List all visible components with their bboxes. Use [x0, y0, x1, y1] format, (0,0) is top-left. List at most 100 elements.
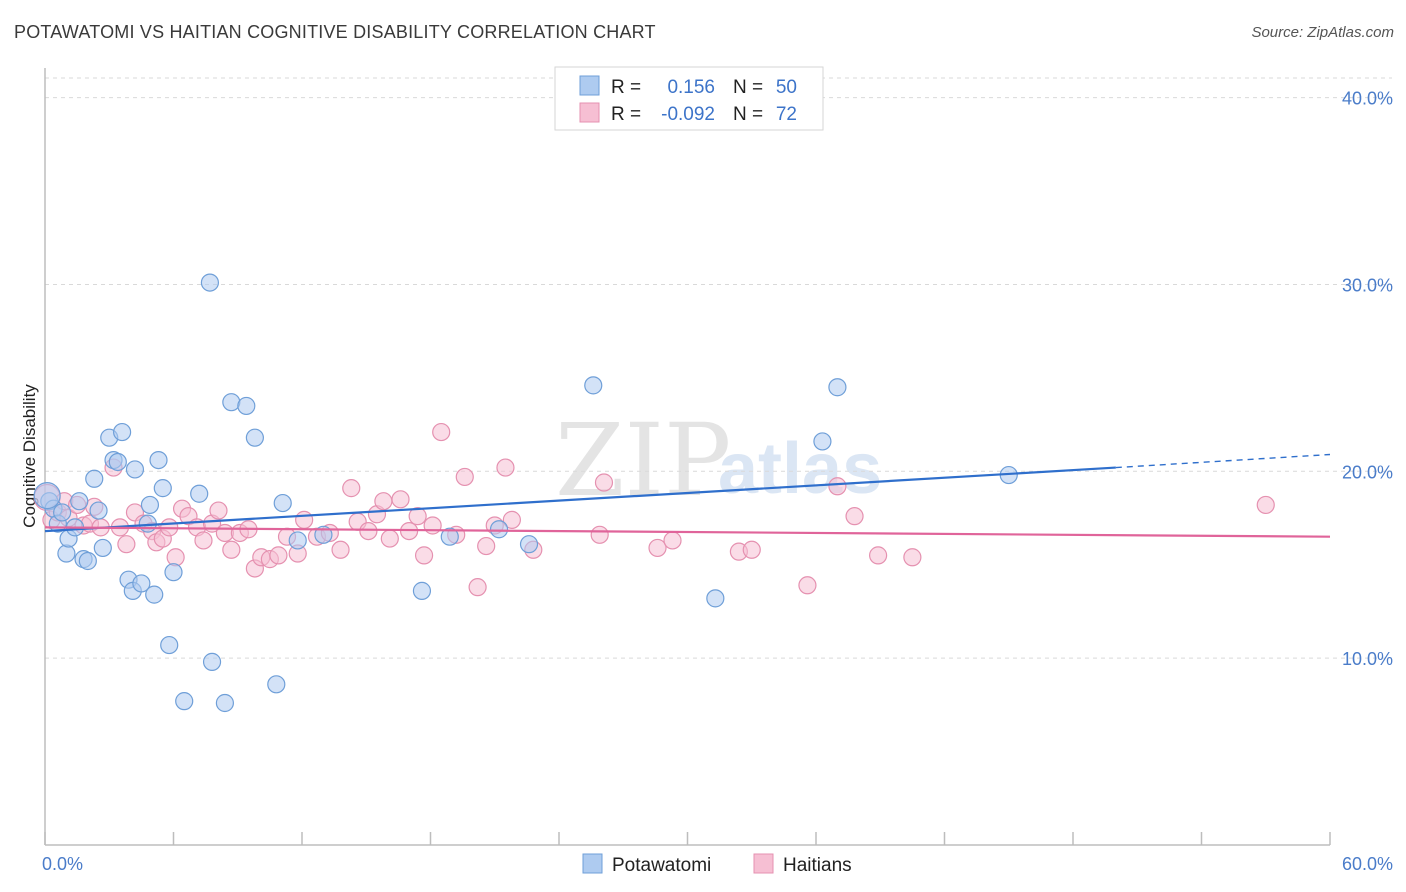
potawatomi-point	[584, 376, 603, 395]
potawatomi-points	[33, 273, 1018, 713]
haitians-point	[477, 536, 496, 556]
potawatomi-point	[202, 652, 222, 671]
potawatomi-point	[828, 378, 847, 397]
potawatomi-point	[125, 460, 145, 479]
potawatomi-point	[288, 531, 307, 550]
haitians-point	[798, 576, 817, 595]
legend-n-value-1: 50	[776, 77, 797, 98]
potawatomi-point	[89, 501, 108, 520]
potawatomi-point	[237, 396, 256, 416]
potawatomi-point	[132, 574, 151, 593]
bottom-legend-haitians: Haitians	[783, 855, 852, 876]
potawatomi-point	[164, 563, 183, 582]
potawatomi-point	[93, 538, 112, 558]
potawatomi-point	[190, 484, 209, 503]
legend-n-label-1: N =	[733, 77, 763, 98]
haitians-point	[594, 473, 614, 492]
potawatomi-point	[160, 635, 179, 655]
potawatomi-point	[440, 527, 459, 546]
haitians-point	[869, 546, 888, 565]
potawatomi-point	[215, 693, 234, 713]
haitians-point	[496, 458, 515, 477]
legend-swatch-haitians	[579, 102, 600, 123]
potawatomi-point	[33, 481, 61, 510]
potawatomi-point	[273, 493, 292, 513]
potawatomi-point	[489, 520, 509, 539]
watermark-zip: ZIP	[555, 402, 731, 519]
haitians-point	[295, 510, 314, 529]
y-tick-label-10: 10.0%	[1342, 649, 1393, 669]
potawatomi-point	[145, 585, 164, 604]
x-axis-ticks	[44, 832, 1331, 845]
y-tick-label-20: 20.0%	[1342, 462, 1393, 482]
x-tick-label-max: 60.0%	[1342, 854, 1393, 874]
potawatomi-point	[149, 450, 168, 470]
potawatomi-point	[519, 535, 539, 554]
haitians-point	[269, 546, 288, 565]
potawatomi-point	[175, 692, 194, 711]
haitians-point	[742, 540, 761, 559]
haitians-point	[423, 516, 442, 535]
bottom-swatch-potawatomi	[582, 853, 603, 874]
haitians-point	[502, 510, 521, 529]
legend-r-label-1: R =	[611, 77, 641, 98]
haitians-point	[380, 529, 399, 548]
haitians-point	[408, 507, 427, 526]
source-label: Source: ZipAtlas.com	[1251, 24, 1394, 41]
haitians-point	[391, 490, 410, 509]
haitians-point	[166, 548, 185, 567]
haitians-point	[432, 422, 451, 442]
watermark-atlas: atlas	[718, 429, 882, 509]
trend-lines	[44, 453, 1331, 538]
haitians-point	[1256, 495, 1275, 515]
legend-n-value-2: 72	[776, 104, 797, 125]
potawatomi-point	[222, 393, 241, 412]
haitians-point	[342, 479, 361, 498]
potawatomi-point	[245, 428, 264, 447]
haitians-point	[414, 546, 434, 565]
haitians-point	[374, 492, 393, 511]
haitians-point	[590, 525, 609, 544]
haitians-point	[828, 477, 847, 496]
potawatomi-point	[108, 452, 127, 472]
haitians-point	[468, 578, 487, 597]
potawatomi-point	[706, 589, 725, 608]
haitians-point	[209, 501, 228, 520]
potawatomi-point	[314, 525, 333, 544]
bottom-legend-potawatomi: Potawatomi	[612, 855, 711, 876]
legend-r-value-2: -0.092	[661, 104, 715, 125]
haitians-point	[845, 507, 864, 526]
legend-swatch-potawatomi	[579, 75, 600, 96]
y-tick-label-40: 40.0%	[1342, 89, 1393, 109]
potawatomi-point	[267, 675, 286, 694]
y-tick-labels: 10.0% 20.0% 30.0% 40.0%	[1342, 89, 1393, 670]
potawatomi-point	[813, 432, 832, 451]
bottom-swatch-haitians	[753, 853, 774, 874]
haitians-point	[222, 540, 241, 559]
haitians-point	[648, 538, 667, 558]
haitians-point	[331, 540, 350, 559]
stats-legend-frame	[554, 66, 824, 131]
potawatomi-point	[57, 544, 76, 563]
x-tick-label-min: 0.0%	[42, 854, 83, 874]
potawatomi-point	[153, 479, 172, 498]
haitians-point	[117, 535, 136, 554]
haitians-point	[194, 531, 213, 550]
haitians-trend-line	[44, 526, 1331, 538]
stats-legend: R = 0.156 N = 50 R = -0.092 N = 72	[554, 66, 824, 131]
chart-title: POTAWATOMI VS HAITIAN COGNITIVE DISABILI…	[14, 22, 656, 42]
y-axis-title: Cognitive Disability	[20, 384, 39, 528]
potawatomi-point	[53, 503, 72, 522]
legend-r-label-2: R =	[611, 104, 641, 125]
potawatomi-point	[140, 495, 160, 515]
potawatomi-point	[200, 273, 220, 292]
potawatomi-point	[85, 469, 104, 488]
potawatomi-point	[70, 492, 89, 511]
haitians-point	[903, 548, 922, 567]
potawatomi-point	[78, 551, 97, 571]
legend-r-value-1: 0.156	[667, 77, 715, 98]
potawatomi-point	[112, 422, 132, 442]
haitians-point	[455, 467, 474, 487]
potawatomi-trend-extension	[1115, 453, 1331, 469]
